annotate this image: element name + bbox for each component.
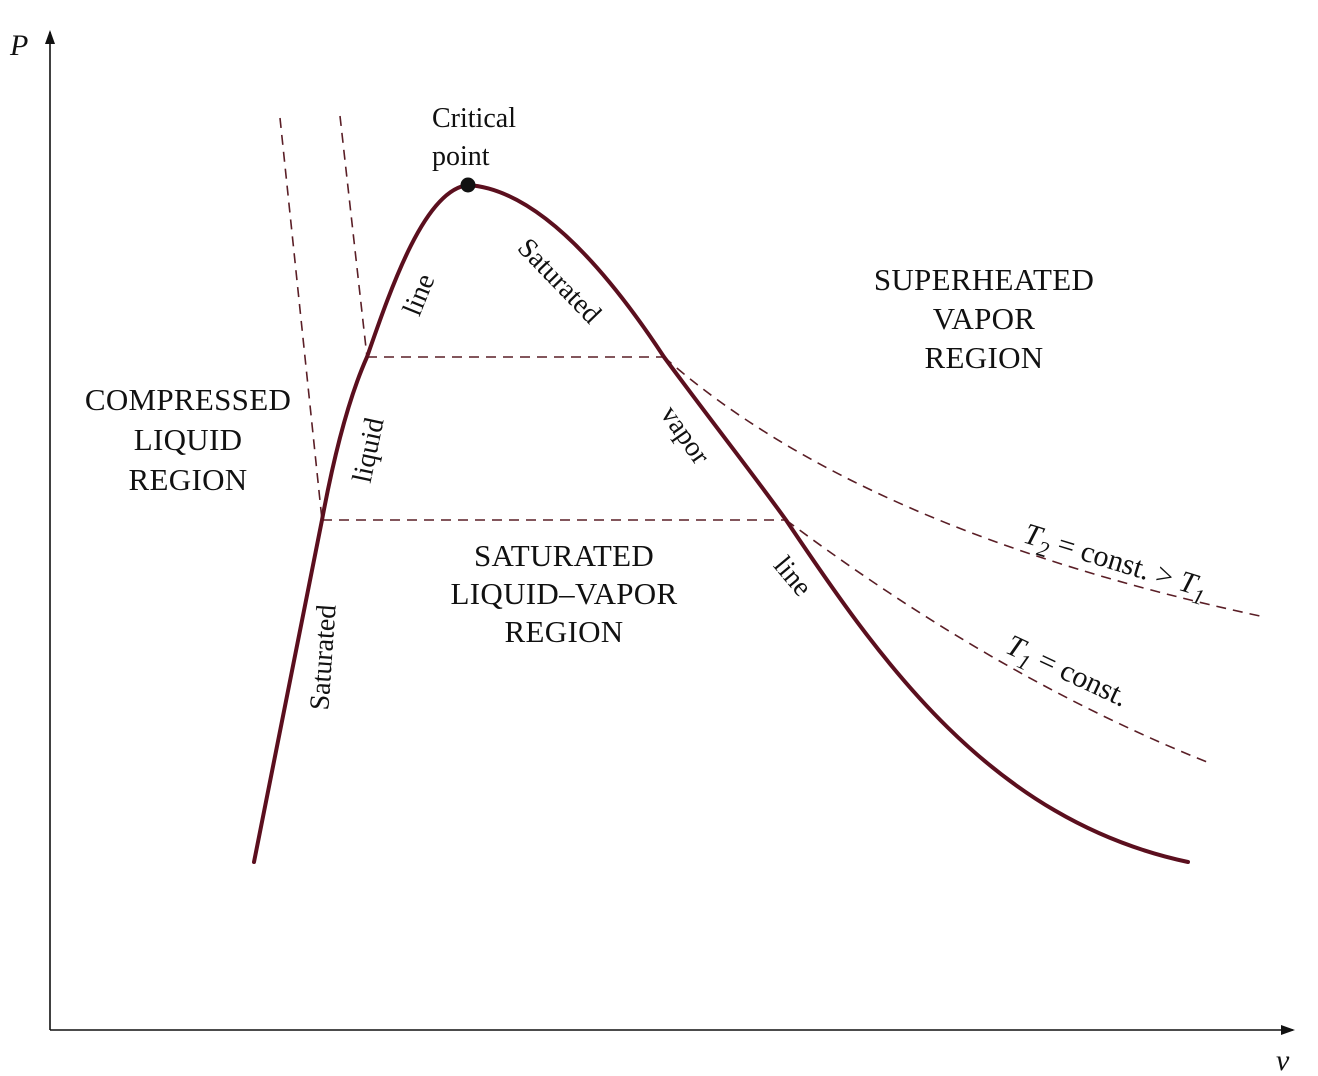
sat-vapor-label-word2: vapor [654,400,716,471]
svg-text:REGION: REGION [925,340,1044,375]
critical-point-marker [460,177,476,193]
isotherm-t2-label: T2 = const. > T1 [1018,517,1211,610]
svg-text:VAPOR: VAPOR [933,301,1036,336]
isotherm-t1-label: T1 = const. [999,628,1134,718]
svg-text:REGION: REGION [129,462,248,497]
isotherm-t1-compressed-line [279,117,323,521]
sat-liquid-label-word3: line [397,270,441,321]
saturated-vapor-line [466,183,1190,864]
svg-text:T2 = const. > T1: T2 = const. > T1 [1018,517,1211,610]
sat-vapor-label-word1: Saturated [511,232,607,330]
svg-text:REGION: REGION [505,614,624,649]
saturated-mixture-region-label: SATURATED LIQUID–VAPOR REGION [451,538,678,649]
x-axis-label: v [1276,1044,1290,1076]
sat-liquid-label-word2: liquid [347,415,391,485]
compressed-liquid-region-label: COMPRESSED LIQUID REGION [85,382,291,497]
critical-point-label-line2: point [432,141,490,172]
isotherm-t2-compressed-line [339,115,368,358]
isotherm-t2-superheated-line [663,356,1261,617]
critical-point-label-line1: Critical [432,103,516,134]
y-axis-label: P [9,29,28,62]
saturated-liquid-line [252,183,470,864]
svg-text:LIQUID–VAPOR: LIQUID–VAPOR [451,576,678,611]
svg-text:SATURATED: SATURATED [474,538,654,573]
superheated-vapor-region-label: SUPERHEATED VAPOR REGION [874,262,1094,375]
svg-text:SUPERHEATED: SUPERHEATED [874,262,1094,297]
svg-text:LIQUID: LIQUID [134,422,243,457]
svg-text:T1 = const.: T1 = const. [999,628,1134,718]
isotherm-t1-superheated-line [785,519,1213,765]
svg-text:COMPRESSED: COMPRESSED [85,382,291,417]
sat-liquid-label-word1: Saturated [304,604,342,712]
